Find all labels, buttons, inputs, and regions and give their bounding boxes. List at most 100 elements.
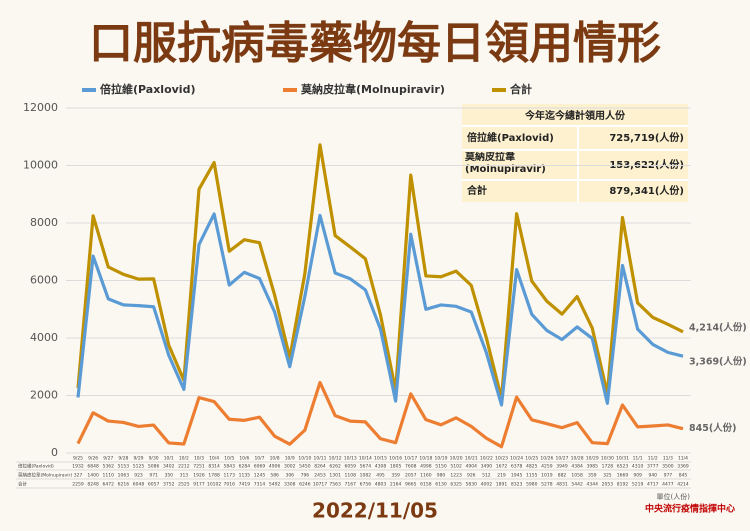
table-cell: 1108 xyxy=(345,473,357,479)
x-tick-label: 10/22 xyxy=(480,456,493,462)
table-cell: 4259 xyxy=(541,464,553,470)
table-cell: 7608 xyxy=(405,464,417,470)
x-tick-label: 10/11 xyxy=(314,456,327,462)
y-tick-label: 0 xyxy=(51,446,58,459)
table-cell: 586 xyxy=(270,473,279,479)
table-cell: 980 xyxy=(437,473,446,479)
table-cell: 5674 xyxy=(360,464,372,470)
chart-title: 口服抗病毒藥物每日領用情形 xyxy=(89,18,661,69)
table-cell: 1155 xyxy=(526,473,538,479)
table-cell: 3308 xyxy=(284,482,296,488)
table-cell: 971 xyxy=(149,473,158,479)
end-label: 845(人份) xyxy=(689,422,737,434)
table-cell: 4384 xyxy=(571,464,583,470)
table-cell: 325 xyxy=(603,473,612,479)
table-cell: 313 xyxy=(180,473,189,479)
summary-label: 合計 xyxy=(466,184,487,197)
y-tick-label: 4000 xyxy=(30,331,58,344)
table-cell: 3490 xyxy=(481,464,493,470)
table-cell: 6069 xyxy=(254,464,266,470)
table-cell: 219 xyxy=(497,473,506,479)
table-cell: 3002 xyxy=(284,464,296,470)
table-row-label: 合計 xyxy=(18,481,27,488)
table-cell: 4906 xyxy=(269,464,281,470)
table-cell: 3500 xyxy=(662,464,674,470)
table-cell: 6262 xyxy=(329,464,341,470)
table-cell: 4214 xyxy=(677,482,689,488)
x-tick-label: 11/3 xyxy=(663,456,673,462)
x-tick-label: 10/16 xyxy=(389,456,402,462)
table-cell: 4904 xyxy=(466,464,478,470)
summary-box xyxy=(462,104,688,202)
table-cell: 5219 xyxy=(632,482,644,488)
table-cell: 327 xyxy=(74,473,83,479)
table-cell: 1945 xyxy=(511,473,523,479)
table-cell: 306 xyxy=(285,473,294,479)
date: 2022/11/05 xyxy=(312,499,438,523)
x-tick-label: 10/29 xyxy=(586,456,599,462)
series-line xyxy=(76,143,684,401)
table-cell: 3949 xyxy=(556,464,568,470)
table-cell: 1926 xyxy=(193,473,205,479)
summary-value: 153,622(人份) xyxy=(609,158,684,171)
table-cell: 5442 xyxy=(571,482,583,488)
table-cell: 1301 xyxy=(329,473,341,479)
table-cell: 1669 xyxy=(617,473,629,479)
x-tick-label: 10/12 xyxy=(329,456,342,462)
table-cell: 1058 xyxy=(571,473,583,479)
table-cell: 512 xyxy=(482,473,491,479)
table-cell: 359 xyxy=(588,473,597,479)
table-cell: 926 xyxy=(467,473,476,479)
x-tick-label: 10/15 xyxy=(374,456,387,462)
table-cell: 5450 xyxy=(299,464,311,470)
table-cell: 7419 xyxy=(239,482,251,488)
table-cell: 5153 xyxy=(118,464,130,470)
table-cell: 6472 xyxy=(103,482,115,488)
x-tick-label: 10/17 xyxy=(404,456,417,462)
table-cell: 1728 xyxy=(602,464,614,470)
table-cell: 1173 xyxy=(224,473,236,479)
table-cell: 6284 xyxy=(239,464,251,470)
table-cell: 1019 xyxy=(541,473,553,479)
table-cell: 6130 xyxy=(435,482,447,488)
table-cell: 2259 xyxy=(72,482,84,488)
table-cell: 5843 xyxy=(224,464,236,470)
x-tick-label: 10/7 xyxy=(254,456,264,462)
table-cell: 4344 xyxy=(587,482,599,488)
table-cell: 7167 xyxy=(345,482,357,488)
y-tick-label: 6000 xyxy=(30,274,58,287)
table-cell: 6246 xyxy=(299,482,311,488)
table-cell: 10102 xyxy=(207,482,221,488)
table-cell: 1135 xyxy=(239,473,251,479)
table-cell: 8314 xyxy=(208,464,220,470)
table-cell: 8248 xyxy=(87,482,99,488)
table-cell: 5102 xyxy=(450,464,462,470)
table-cell: 5492 xyxy=(269,482,281,488)
series-line xyxy=(76,212,684,407)
x-tick-label: 10/3 xyxy=(194,456,204,462)
table-cell: 2053 xyxy=(602,482,614,488)
table-cell: 1672 xyxy=(496,464,508,470)
table-cell: 909 xyxy=(633,473,642,479)
table-cell: 1063 xyxy=(118,473,130,479)
table-cell: 2453 xyxy=(314,473,326,479)
x-tick-label: 10/31 xyxy=(616,456,629,462)
x-tick-label: 10/30 xyxy=(601,456,614,462)
x-tick-label: 10/5 xyxy=(224,456,234,462)
table-cell: 3777 xyxy=(647,464,659,470)
table-cell: 9177 xyxy=(193,482,205,488)
summary-value: 725,719(人份) xyxy=(609,131,684,144)
y-tick-label: 12000 xyxy=(23,101,58,114)
table-cell: 4717 xyxy=(647,482,659,488)
x-tick-label: 11/4 xyxy=(678,456,688,462)
table-cell: 5150 xyxy=(435,464,447,470)
table-cell: 4002 xyxy=(481,482,493,488)
x-tick-label: 10/9 xyxy=(285,456,295,462)
table-cell: 5125 xyxy=(133,464,145,470)
x-tick-label: 11/2 xyxy=(648,456,658,462)
x-tick-label: 9/25 xyxy=(73,456,83,462)
table-cell: 4308 xyxy=(375,464,387,470)
table-cell: 4803 xyxy=(375,482,387,488)
